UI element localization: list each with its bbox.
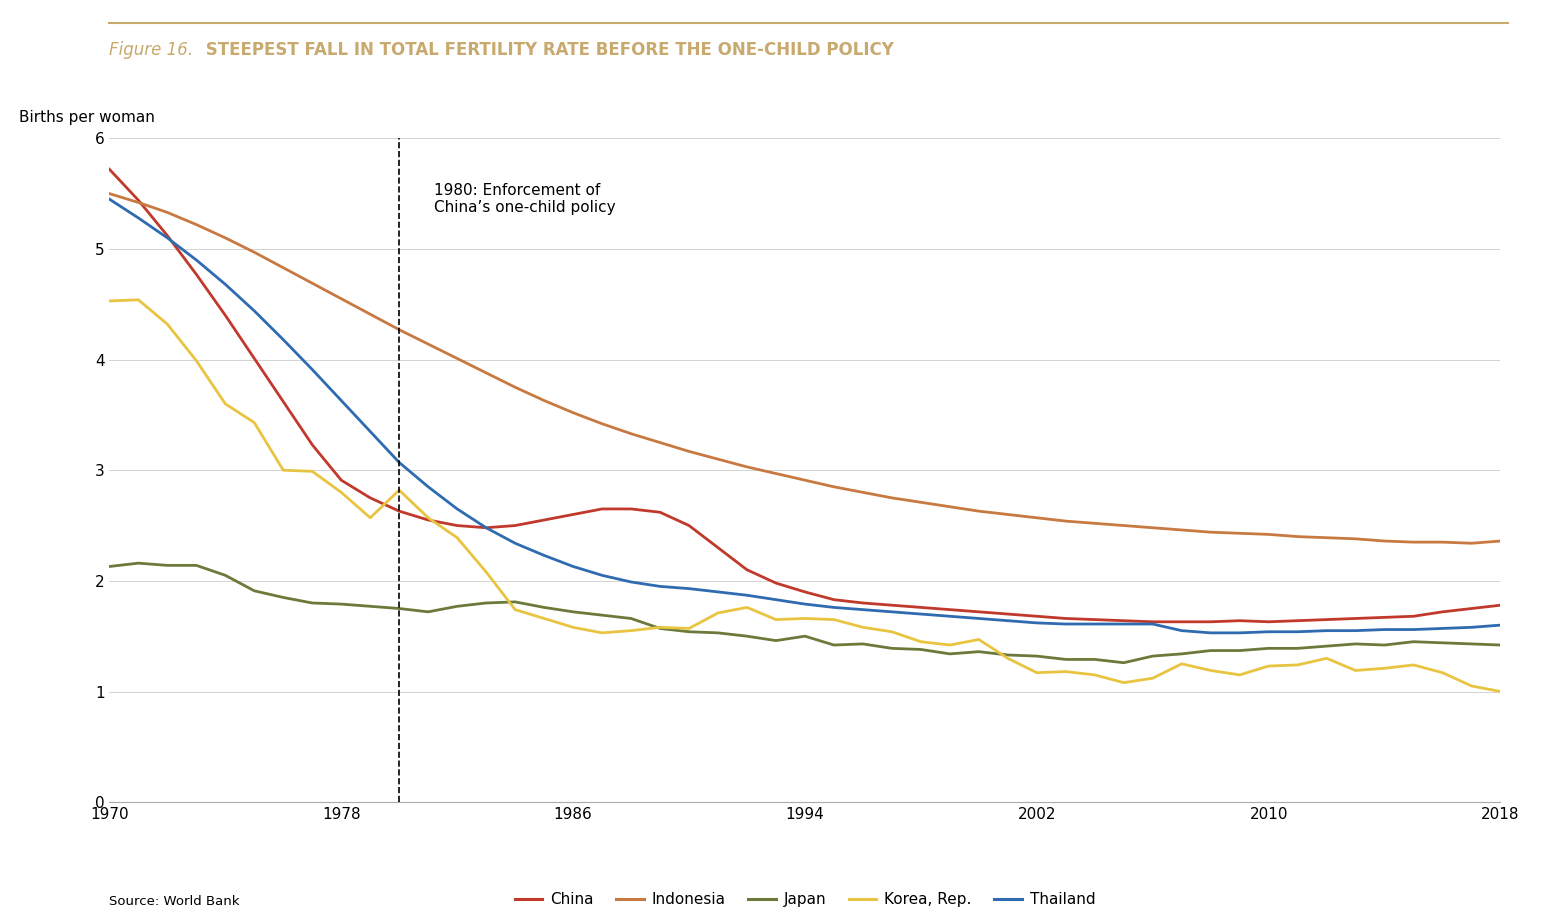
Text: Births per woman: Births per woman — [19, 110, 155, 125]
Text: STEEPEST FALL IN TOTAL FERTILITY RATE BEFORE THE ONE-CHILD POLICY: STEEPEST FALL IN TOTAL FERTILITY RATE BE… — [200, 41, 894, 60]
Legend: China, Indonesia, Japan, Korea, Rep., Thailand: China, Indonesia, Japan, Korea, Rep., Th… — [508, 886, 1102, 914]
Text: Source: World Bank: Source: World Bank — [109, 895, 239, 908]
Text: Figure 16.: Figure 16. — [109, 41, 194, 60]
Text: 1980: Enforcement of
China’s one-child policy: 1980: Enforcement of China’s one-child p… — [435, 183, 616, 215]
